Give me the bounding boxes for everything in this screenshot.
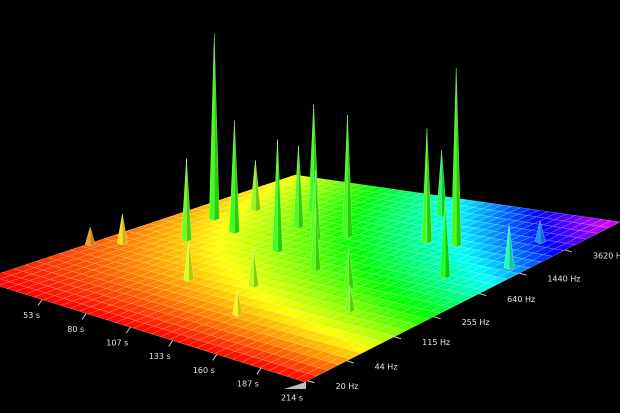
y-tick-label: 115 Hz <box>422 338 450 347</box>
x-tick <box>168 340 174 347</box>
y-tick <box>479 293 487 297</box>
peak-face <box>253 248 259 289</box>
peak <box>272 139 283 253</box>
peak <box>344 285 356 313</box>
peak-face <box>347 115 353 239</box>
y-tick-label: 44 Hz <box>375 362 398 371</box>
x-tick-label: 160 s <box>193 366 215 375</box>
peak-face <box>456 68 462 248</box>
x-tick <box>81 313 87 320</box>
peak-face <box>237 289 243 317</box>
peak-face <box>315 204 321 272</box>
x-tick-label: 80 s <box>67 325 84 334</box>
y-tick <box>346 360 354 364</box>
x-tick-label: 187 s <box>237 380 259 389</box>
peak-face <box>277 139 283 253</box>
y-tick <box>394 336 402 340</box>
peak-face <box>255 160 261 212</box>
y-tick-label: 255 Hz <box>462 318 490 327</box>
surface-cell <box>295 373 317 383</box>
y-tick-label: 20 Hz <box>336 382 359 391</box>
peak-face <box>349 285 356 313</box>
peak <box>421 128 433 244</box>
peak-face <box>348 246 355 290</box>
peak <box>250 160 261 212</box>
y-tick-label: 1440 Hz <box>547 275 580 284</box>
peak-face <box>122 213 128 246</box>
peak-face <box>298 145 304 229</box>
peak <box>232 289 243 317</box>
peak <box>439 199 451 279</box>
y-tick <box>307 380 315 384</box>
x-tick <box>212 354 218 361</box>
x-tick-label: 107 s <box>106 339 128 348</box>
peak <box>343 246 355 290</box>
peak-face <box>426 128 433 244</box>
peak <box>248 248 259 289</box>
x-tick-label: 53 s <box>23 311 40 320</box>
peak <box>293 145 304 229</box>
peak-face <box>90 227 96 247</box>
peak <box>229 120 240 235</box>
peak <box>503 224 515 271</box>
x-tick <box>125 326 131 334</box>
peak <box>310 204 321 272</box>
peak <box>117 213 128 246</box>
x-tick <box>37 299 43 306</box>
corner-marker <box>284 382 306 389</box>
x-tick <box>300 381 306 389</box>
peak-face <box>444 199 451 279</box>
peak <box>209 33 220 221</box>
peak <box>181 158 192 243</box>
peak-face <box>188 240 195 282</box>
peak <box>451 68 462 248</box>
x-tick <box>256 367 262 375</box>
peak <box>183 240 195 282</box>
y-tick <box>433 316 441 320</box>
peak-face <box>539 220 546 244</box>
y-tick <box>519 272 527 276</box>
x-tick-label: 214 s <box>281 394 303 403</box>
y-tick-label: 3620 Hz <box>593 251 620 260</box>
peak <box>534 220 546 244</box>
peak <box>84 227 96 247</box>
y-tick <box>564 249 573 253</box>
peak-face <box>214 33 220 221</box>
y-tick-label: 640 Hz <box>507 295 535 304</box>
peak-face <box>234 120 240 235</box>
peak <box>342 115 353 239</box>
x-tick-label: 133 s <box>149 352 171 361</box>
peak-face <box>508 224 515 271</box>
